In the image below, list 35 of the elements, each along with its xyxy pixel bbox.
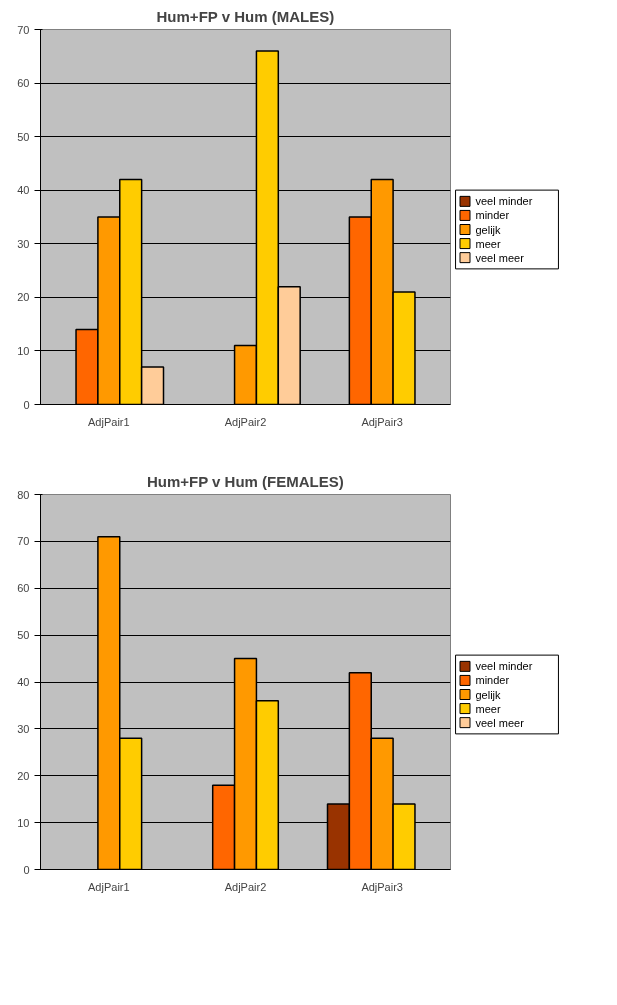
y-tick-label: 50 bbox=[17, 629, 30, 642]
y-tick-label: 20 bbox=[17, 769, 30, 782]
legend-label: veel meer bbox=[475, 716, 525, 729]
y-tick-label: 10 bbox=[17, 344, 30, 357]
x-tick-label: AdjPair3 bbox=[361, 880, 403, 893]
legend-label: veel minder bbox=[475, 195, 533, 208]
x-tick-label: AdjPair3 bbox=[361, 415, 403, 428]
legend-label: minder bbox=[475, 674, 510, 687]
chart-title: Hum+FP v Hum (MALES) bbox=[156, 7, 335, 25]
legend-label: veel minder bbox=[475, 660, 533, 673]
chart-title: Hum+FP v Hum (FEMALES) bbox=[146, 472, 344, 490]
y-tick-label: 10 bbox=[17, 816, 30, 829]
y-tick-label: 50 bbox=[17, 130, 30, 143]
legend-label: meer bbox=[475, 702, 501, 715]
y-tick-label: 20 bbox=[17, 291, 30, 304]
y-tick-label: 80 bbox=[17, 488, 30, 501]
y-tick-label: 70 bbox=[17, 535, 30, 548]
y-tick-label: 30 bbox=[17, 237, 30, 250]
y-tick-label: 70 bbox=[17, 23, 30, 36]
legend-label: gelijk bbox=[475, 688, 502, 701]
y-tick-label: 0 bbox=[23, 398, 30, 411]
y-tick-label: 0 bbox=[23, 863, 30, 876]
legend-label: veel meer bbox=[475, 251, 525, 264]
x-tick-label: AdjPair2 bbox=[224, 415, 267, 428]
x-tick-label: AdjPair2 bbox=[224, 880, 267, 893]
y-tick-label: 30 bbox=[17, 722, 30, 735]
y-tick-label: 40 bbox=[17, 676, 30, 688]
legend-label: gelijk bbox=[475, 223, 502, 236]
y-tick-label: 60 bbox=[17, 582, 30, 595]
legend-label: meer bbox=[475, 237, 501, 250]
legend-label: minder bbox=[475, 209, 510, 222]
x-tick-label: AdjPair1 bbox=[88, 415, 130, 428]
y-tick-label: 60 bbox=[17, 77, 30, 90]
y-tick-label: 40 bbox=[17, 184, 30, 197]
x-tick-label: AdjPair1 bbox=[88, 880, 130, 893]
